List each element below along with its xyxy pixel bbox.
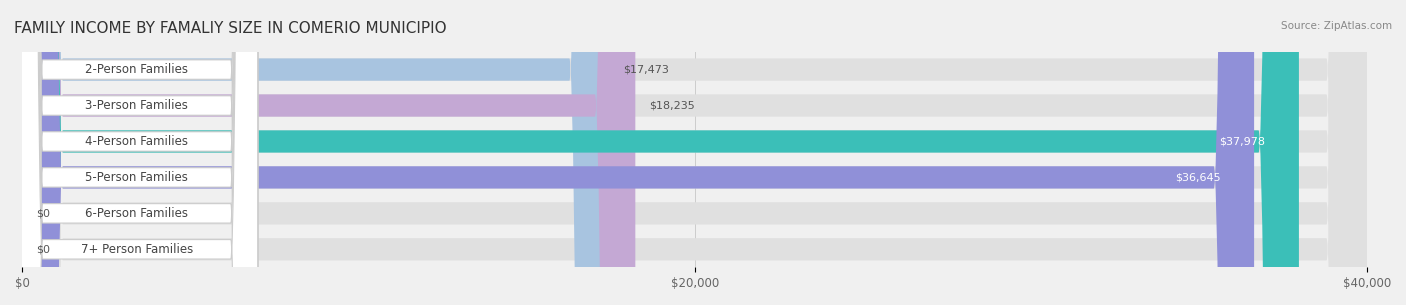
FancyBboxPatch shape [22,0,1367,305]
FancyBboxPatch shape [22,0,1254,305]
FancyBboxPatch shape [15,0,257,305]
FancyBboxPatch shape [22,0,636,305]
FancyBboxPatch shape [22,0,1299,305]
Text: 2-Person Families: 2-Person Families [86,63,188,76]
Text: $0: $0 [37,244,49,254]
Text: 3-Person Families: 3-Person Families [86,99,188,112]
Text: 4-Person Families: 4-Person Families [86,135,188,148]
FancyBboxPatch shape [15,0,257,305]
FancyBboxPatch shape [22,0,1367,305]
Text: 5-Person Families: 5-Person Families [86,171,188,184]
Text: 7+ Person Families: 7+ Person Families [80,243,193,256]
FancyBboxPatch shape [15,0,257,305]
Text: $0: $0 [37,208,49,218]
Text: $18,235: $18,235 [648,101,695,110]
Text: $37,978: $37,978 [1219,136,1265,146]
Text: $36,645: $36,645 [1175,172,1220,182]
FancyBboxPatch shape [22,0,1367,305]
FancyBboxPatch shape [22,0,610,305]
FancyBboxPatch shape [15,0,257,305]
FancyBboxPatch shape [22,0,1367,305]
Text: 6-Person Families: 6-Person Families [86,207,188,220]
Text: Source: ZipAtlas.com: Source: ZipAtlas.com [1281,21,1392,31]
FancyBboxPatch shape [15,0,257,305]
Text: $17,473: $17,473 [623,65,669,75]
FancyBboxPatch shape [22,0,1367,305]
FancyBboxPatch shape [15,0,257,305]
Text: FAMILY INCOME BY FAMALIY SIZE IN COMERIO MUNICIPIO: FAMILY INCOME BY FAMALIY SIZE IN COMERIO… [14,21,447,36]
FancyBboxPatch shape [22,0,1367,305]
